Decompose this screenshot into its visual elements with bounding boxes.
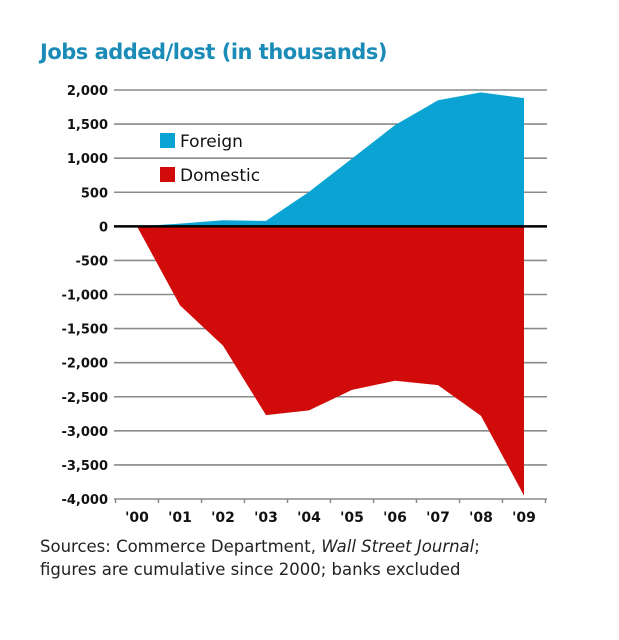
y-tick-label: -500 [75,254,108,269]
source-prefix: Sources: Commerce Department, [40,537,322,556]
y-tick-label: 0 [99,220,108,235]
legend-swatch-foreign [160,133,175,148]
x-tick-label: '03 [254,510,278,526]
y-tick-label: -1,000 [61,289,108,304]
x-tick-label: '02 [211,510,235,526]
y-tick-label: -4,000 [61,493,108,508]
source-line-1: Sources: Commerce Department, Wall Stree… [40,537,480,556]
x-tick-label: '04 [297,510,321,526]
source-suffix: ; [474,537,480,556]
y-tick-label: 1,000 [67,152,108,167]
legend-swatch-domestic [160,167,175,182]
area-domestic [137,226,524,496]
y-tick-label: 500 [81,186,108,201]
x-tick-label: '07 [426,510,450,526]
x-tick-label: '08 [469,510,493,526]
x-tick-label: '05 [340,510,364,526]
x-tick-label: '06 [383,510,407,526]
x-tick-label: '01 [168,510,192,526]
y-tick-label: 1,500 [67,118,108,133]
y-tick-label: -2,500 [61,391,108,406]
x-tick-label: '00 [125,510,149,526]
y-tick-label: 2,000 [67,84,108,99]
area-foreign [137,92,524,227]
y-tick-label: -1,500 [61,323,108,338]
source-line-2: figures are cumulative since 2000; banks… [40,560,461,579]
x-tick-label: '09 [512,510,536,526]
y-tick-label: -3,500 [61,459,108,474]
y-tick-label: -2,000 [61,357,108,372]
legend-label-foreign: Foreign [180,132,243,152]
legend-label-domestic: Domestic [180,166,260,186]
source-publication: Wall Street Journal [321,537,475,556]
y-tick-label: -3,000 [61,425,108,440]
chart-title: Jobs added/lost (in thousands) [40,40,387,64]
